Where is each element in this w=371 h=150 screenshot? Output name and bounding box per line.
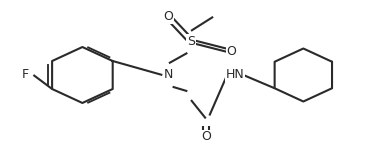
Text: F: F	[22, 69, 29, 81]
Text: HN: HN	[226, 69, 244, 81]
Text: S: S	[187, 35, 195, 48]
Text: O: O	[227, 45, 236, 58]
Text: O: O	[201, 130, 211, 143]
Text: N: N	[164, 69, 174, 81]
Text: O: O	[163, 10, 173, 23]
